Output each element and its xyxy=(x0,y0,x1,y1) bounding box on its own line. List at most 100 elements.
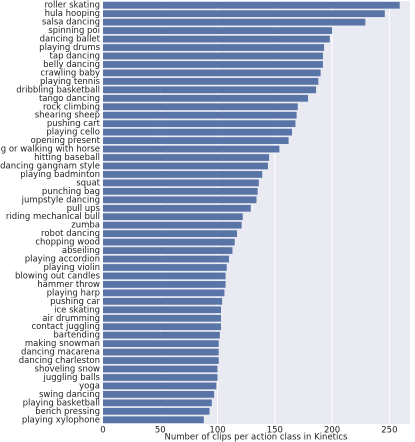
y-tick-label: opening present xyxy=(31,136,101,146)
y-tick-label: playing tennis xyxy=(40,77,101,87)
y-tick-label: riding mechanical bull xyxy=(6,212,100,222)
x-tick-label: 0 xyxy=(100,426,105,436)
y-tick-label: playing xylophone xyxy=(22,415,100,425)
y-tick-label: belly dancing xyxy=(43,60,100,70)
y-tick-label: pull ups xyxy=(67,204,101,214)
bar xyxy=(103,145,280,153)
y-tick-label: yoga xyxy=(79,381,100,391)
y-tick-label: squat xyxy=(76,178,100,188)
bar xyxy=(103,255,230,263)
y-tick-label: roller skating xyxy=(44,1,100,11)
bar xyxy=(103,230,238,238)
bar xyxy=(103,196,257,204)
y-tick-label: playing drums xyxy=(39,43,100,53)
bar xyxy=(103,162,268,170)
y-tick-label: dancing gangnam style xyxy=(0,161,100,171)
x-tick-label: 250 xyxy=(381,426,397,436)
y-tick-label: robot dancing xyxy=(41,229,100,239)
y-tick-label: pushing car xyxy=(50,297,100,307)
x-tick-label: 200 xyxy=(324,426,340,436)
bar xyxy=(103,103,298,111)
y-tick-label: shearing sheep xyxy=(35,111,100,121)
bar xyxy=(103,314,221,322)
bar xyxy=(103,382,217,390)
bar xyxy=(103,281,226,288)
y-tick-label: bench pressing xyxy=(35,407,100,417)
bar xyxy=(103,331,220,339)
bar xyxy=(103,306,221,314)
bar xyxy=(103,137,289,144)
y-tick-label: playing harp xyxy=(47,288,100,298)
y-tick-label: blowing out candles xyxy=(15,271,101,281)
y-tick-label: spinning poi xyxy=(48,26,100,36)
bar xyxy=(103,120,296,128)
y-tick-label: bartending xyxy=(53,331,100,341)
y-tick-label: riding or walking with horse xyxy=(0,145,100,155)
y-tick-label: hula hooping xyxy=(45,9,100,19)
bar xyxy=(103,357,219,364)
bar xyxy=(103,86,317,94)
bar xyxy=(103,221,242,229)
y-tick-label: playing cello xyxy=(46,128,100,138)
bar xyxy=(103,10,385,18)
bar xyxy=(103,44,325,51)
bar xyxy=(103,323,221,331)
bar xyxy=(103,77,319,85)
y-tick-label: salsa dancing xyxy=(42,18,100,28)
y-tick-label: pushing cart xyxy=(47,119,101,129)
y-tick-label: contact juggling xyxy=(31,322,100,332)
bar xyxy=(103,272,226,280)
y-tick-label: ice skating xyxy=(54,305,100,315)
y-tick-label: shoveling snow xyxy=(35,365,100,375)
y-tick-label: zumba xyxy=(71,221,100,231)
y-tick-label: dancing macarena xyxy=(21,348,100,358)
bar xyxy=(103,399,212,407)
bar xyxy=(103,238,235,246)
bar xyxy=(103,264,227,271)
y-tick-label: dancing ballet xyxy=(40,35,101,45)
bar xyxy=(103,204,251,212)
y-tick-label: juggling balls xyxy=(42,373,100,383)
bar xyxy=(103,247,233,254)
bar xyxy=(103,213,243,221)
y-tick-label: playing accordion xyxy=(25,255,100,265)
bar xyxy=(103,35,330,43)
bar xyxy=(103,18,366,26)
bar xyxy=(103,171,263,178)
y-tick-label: chopping wood xyxy=(35,238,100,248)
y-tick-label: tap dancing xyxy=(50,51,100,61)
y-tick-label: abseiling xyxy=(62,246,100,256)
bar xyxy=(103,289,225,297)
y-tick-label: playing basketball xyxy=(23,398,100,408)
x-tick-label: 50 xyxy=(155,426,166,436)
bar xyxy=(103,154,270,161)
bar xyxy=(103,27,333,34)
y-tick-label: rock climbing xyxy=(43,102,100,112)
y-tick-label: hitting baseball xyxy=(34,153,100,163)
x-tick-label: 150 xyxy=(267,426,283,436)
bar xyxy=(103,52,323,60)
y-tick-label: making snowman xyxy=(25,339,100,349)
y-tick-label: hammer throw xyxy=(37,280,100,290)
y-tick-label: tango dancing xyxy=(39,94,100,104)
bar xyxy=(103,61,323,68)
bar xyxy=(103,1,400,9)
bar xyxy=(103,297,223,305)
y-tick-label: dribbling basketball xyxy=(16,85,100,95)
y-tick-label: punching bag xyxy=(42,187,100,197)
bar xyxy=(103,340,219,348)
bar xyxy=(103,179,259,187)
y-tick-label: dancing charleston xyxy=(19,356,100,366)
y-tick-label: air drumming xyxy=(42,314,100,324)
y-tick-label: swing dancing xyxy=(39,390,100,400)
bar xyxy=(103,365,218,373)
bar xyxy=(103,407,210,415)
bar xyxy=(103,391,215,398)
bar xyxy=(103,187,258,195)
bar xyxy=(103,69,321,77)
x-axis-label: Number of clips per action class in Kine… xyxy=(165,433,349,442)
bar xyxy=(103,94,309,102)
x-tick-label: 100 xyxy=(209,426,225,436)
y-tick-label: crawling baby xyxy=(40,68,100,78)
